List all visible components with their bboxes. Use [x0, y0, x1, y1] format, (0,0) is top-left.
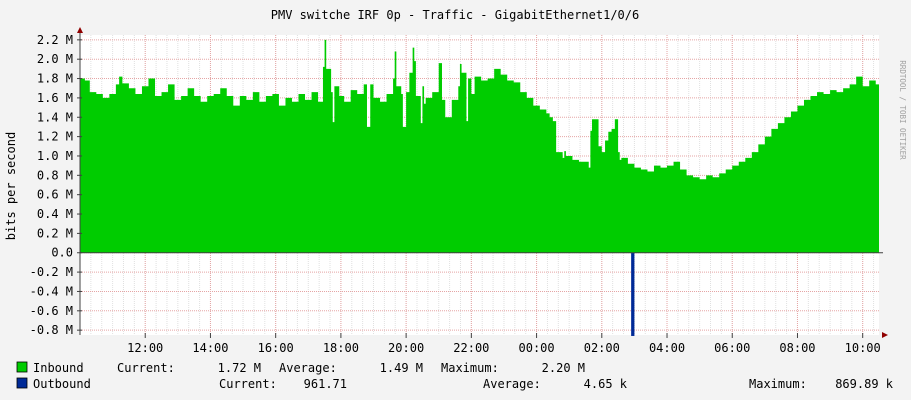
- legend-inbound-current: 1.72 M: [218, 361, 261, 375]
- x-tick-label: 14:00: [192, 341, 228, 355]
- y-tick-label: 0.0: [51, 246, 73, 260]
- y-tick-label: 0.6 M: [37, 188, 73, 202]
- y-tick-label: 0.2 M: [37, 226, 73, 240]
- y-tick-label: -0.2 M: [30, 265, 73, 279]
- y-tick-label: 0.8 M: [37, 168, 73, 182]
- y-tick-label: 1.8 M: [37, 72, 73, 86]
- legend-inbound-name: Inbound: [33, 361, 84, 375]
- legend-outbound-maximum-label: Maximum:: [749, 377, 807, 391]
- x-tick-label: 00:00: [519, 341, 555, 355]
- legend-outbound-current: 961.71: [304, 377, 347, 391]
- y-tick-label: 1.4 M: [37, 110, 73, 124]
- chart-title: PMV switche IRF 0p - Traffic - GigabitEt…: [271, 8, 639, 22]
- x-tick-label: 20:00: [388, 341, 424, 355]
- axes: [77, 27, 888, 338]
- legend-inbound-average-label: Average:: [279, 361, 337, 375]
- x-tick-label: 10:00: [845, 341, 881, 355]
- y-tick-label: 1.6 M: [37, 91, 73, 105]
- legend-outbound-average-label: Average:: [483, 377, 541, 391]
- legend-inbound-current-label: Current:: [117, 361, 175, 375]
- y-tick-label: -0.6 M: [30, 304, 73, 318]
- rrdtool-watermark: RRDTOOL / TOBI OETIKER: [898, 60, 907, 160]
- x-tick-label: 04:00: [649, 341, 685, 355]
- legend-outbound-maximum: 869.89 k: [835, 377, 894, 391]
- legend-inbound-maximum-label: Maximum:: [441, 361, 499, 375]
- x-tick-label: 06:00: [714, 341, 750, 355]
- x-tick-label: 08:00: [779, 341, 815, 355]
- x-tick-label: 18:00: [323, 341, 359, 355]
- y-axis-label: bits per second: [4, 132, 18, 240]
- legend-inbound-maximum: 2.20 M: [542, 361, 585, 375]
- y-tick-label: -0.4 M: [30, 284, 73, 298]
- x-tick-label: 12:00: [127, 341, 163, 355]
- legend-swatch-outbound: [16, 377, 28, 389]
- y-axis-arrow: [77, 27, 83, 33]
- series-layer: [80, 39, 879, 336]
- x-tick-label: 02:00: [584, 341, 620, 355]
- y-axis-tick-labels: -0.8 M -0.6 M -0.4 M -0.2 M 0.0 0.2 M 0.4 M 0.6…: [30, 33, 73, 337]
- y-tick-label: 1.2 M: [37, 130, 73, 144]
- x-axis-tick-labels: 12:00 14:00 16:00 18:00 20:00 22:00 00:00 02:00…: [127, 341, 881, 355]
- outbound-spike: [631, 252, 635, 336]
- legend-outbound-name: Outbound: [33, 377, 91, 391]
- x-axis-arrow: [882, 332, 888, 338]
- y-tick-label: 2.0 M: [37, 52, 73, 66]
- y-tick-label: 2.2 M: [37, 33, 73, 47]
- inbound-area: [80, 39, 879, 253]
- legend-outbound-current-label: Current:: [219, 377, 277, 391]
- y-tick-label: 1.0 M: [37, 149, 73, 163]
- legend-inbound-average: 1.49 M: [380, 361, 423, 375]
- legend-outbound-average: 4.65 k: [584, 377, 628, 391]
- x-tick-label: 16:00: [258, 341, 294, 355]
- y-tick-label: -0.8 M: [30, 323, 73, 337]
- y-tick-label: 0.4 M: [37, 207, 73, 221]
- x-tick-label: 22:00: [453, 341, 489, 355]
- legend-swatch-inbound: [16, 361, 28, 373]
